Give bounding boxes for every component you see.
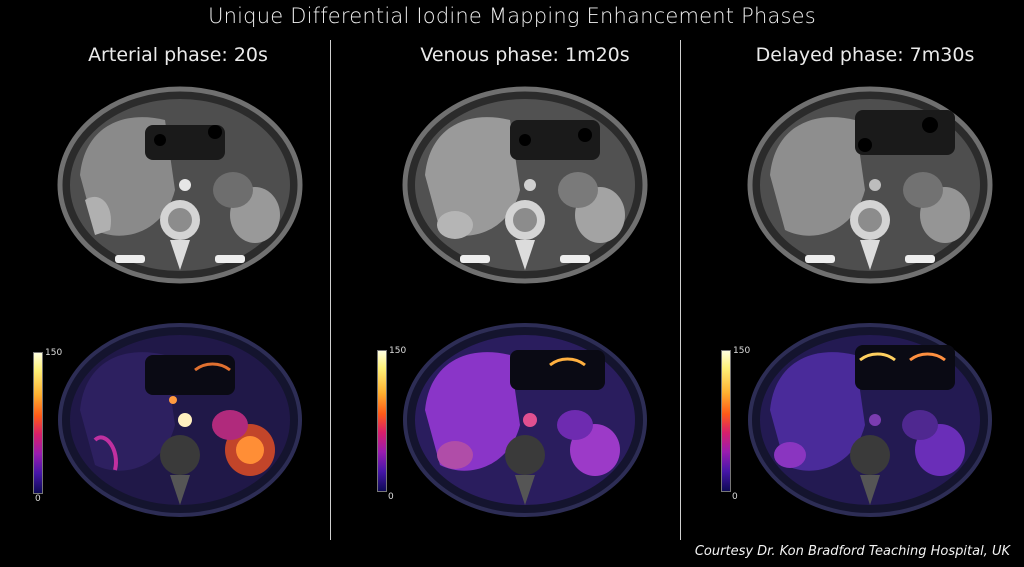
ct-scan-graphic <box>747 86 993 284</box>
divider-right <box>680 40 681 540</box>
scale-min-label: 0 <box>388 492 394 502</box>
ct-image-venous <box>402 86 648 284</box>
scale-max-label: 150 <box>45 348 63 358</box>
scale-max-label: 150 <box>389 346 407 356</box>
scale-min-label: 0 <box>35 494 41 504</box>
iodine-map-venous <box>403 323 647 517</box>
ct-scan-graphic <box>402 86 648 284</box>
colour-scale-bar-arterial <box>33 352 43 494</box>
ct-image-delayed <box>747 86 993 284</box>
figure-title: Unique Differential Iodine Mapping Enhan… <box>208 4 816 28</box>
iodine-map-graphic <box>748 323 992 517</box>
iodine-map-graphic <box>403 323 647 517</box>
colour-scale-bar-delayed <box>721 350 731 492</box>
image-credit: Courtesy Dr. Kon Bradford Teaching Hospi… <box>694 544 1010 559</box>
scale-max-label: 150 <box>733 346 751 356</box>
divider-left <box>330 40 331 540</box>
colour-scale-bar-venous <box>377 350 387 492</box>
iodine-map-graphic <box>58 323 302 517</box>
phase-label-arterial: Arterial phase: 20s <box>88 44 268 66</box>
phase-label-delayed: Delayed phase: 7m30s <box>755 44 975 66</box>
phase-label-venous: Venous phase: 1m20s <box>420 44 630 66</box>
ct-scan-graphic <box>57 86 303 284</box>
iodine-map-delayed <box>748 323 992 517</box>
ct-image-arterial <box>57 86 303 284</box>
iodine-map-arterial <box>58 323 302 517</box>
scale-min-label: 0 <box>732 492 738 502</box>
